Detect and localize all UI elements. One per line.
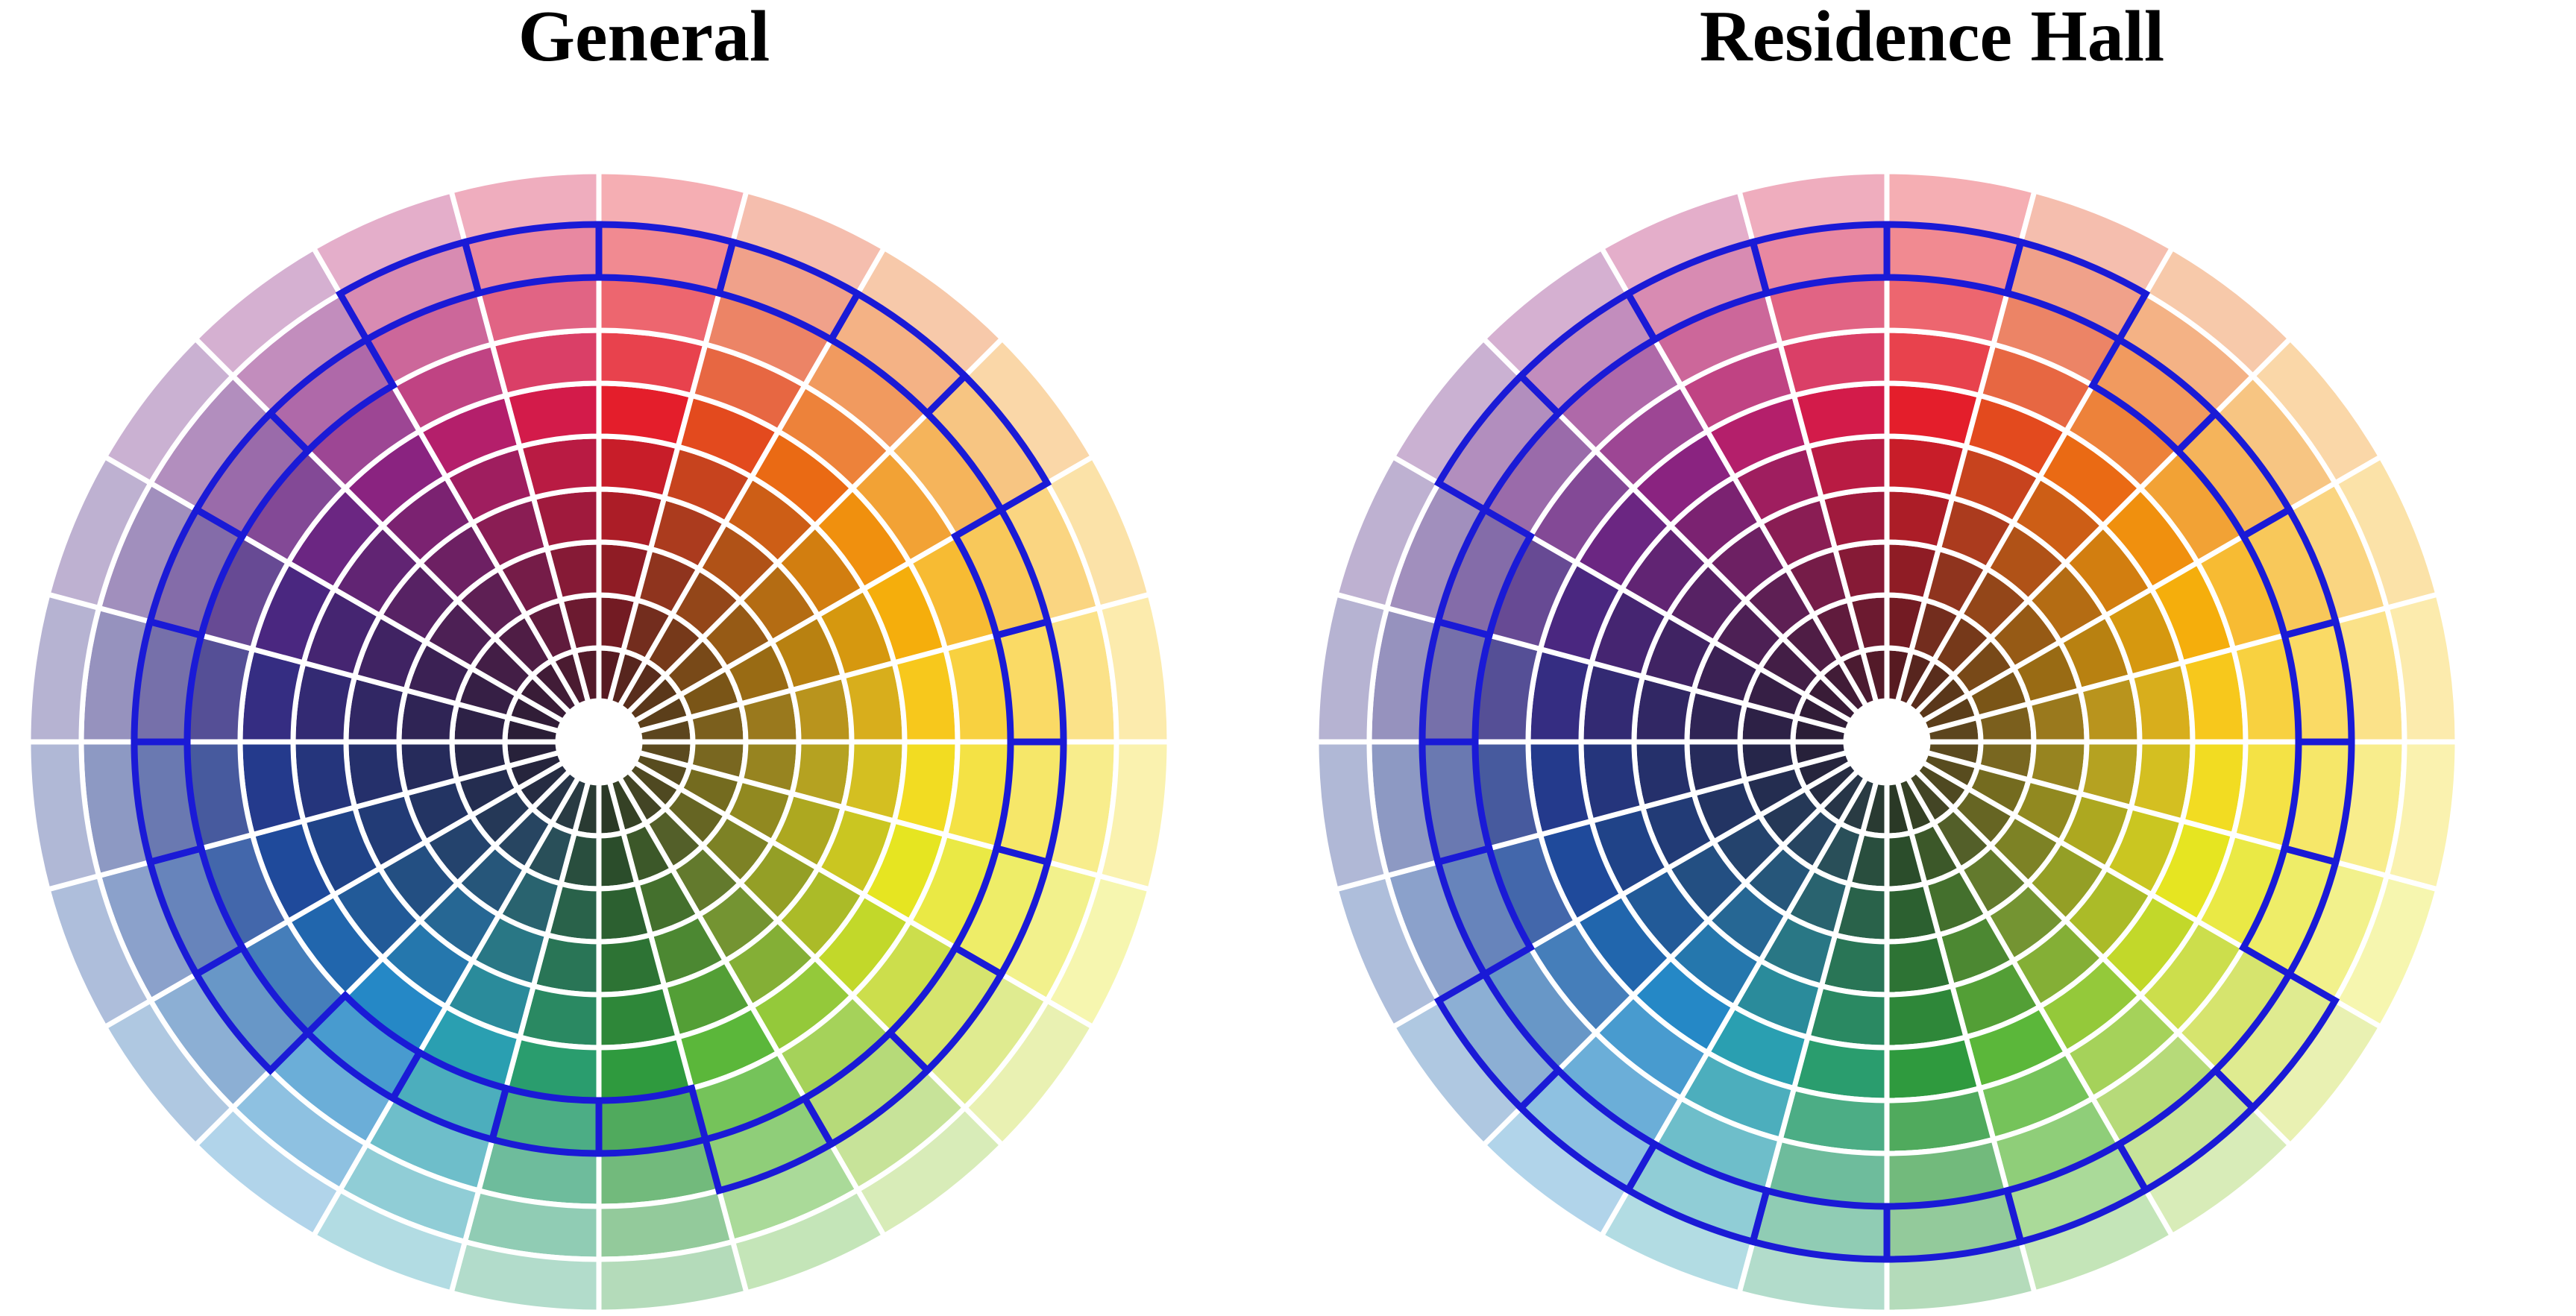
color-wheel	[1313, 169, 2460, 1315]
highlight-cell	[923, 371, 1052, 514]
wheel-cell	[2076, 673, 2143, 745]
wheel-cell	[596, 931, 667, 998]
highlight-outlines	[131, 221, 1067, 1195]
wheel-cell	[530, 486, 602, 552]
highlight-cell	[460, 221, 603, 297]
panel-title: Residence Hall	[1699, 0, 2165, 77]
highlight-cell	[2002, 238, 2151, 344]
highlight-cell	[1748, 221, 1891, 297]
wheel-cell	[1884, 931, 1955, 998]
wheel-cell	[1818, 486, 1890, 552]
panel-residence-hall: Residence Hall	[1288, 0, 2576, 1316]
wheel-cell	[788, 673, 855, 745]
panel-title: General	[518, 0, 770, 77]
color-wheel	[28, 171, 1169, 1312]
wheel-hub	[1846, 701, 1928, 783]
wheel-cell	[343, 739, 409, 810]
panel-general: General	[28, 0, 1169, 1312]
highlight-cell	[1433, 969, 1563, 1113]
wheel-cell	[1631, 739, 1697, 810]
highlight-outlines	[1419, 221, 2355, 1263]
wheel-hub	[558, 701, 640, 783]
highlight-cell	[701, 1093, 836, 1195]
